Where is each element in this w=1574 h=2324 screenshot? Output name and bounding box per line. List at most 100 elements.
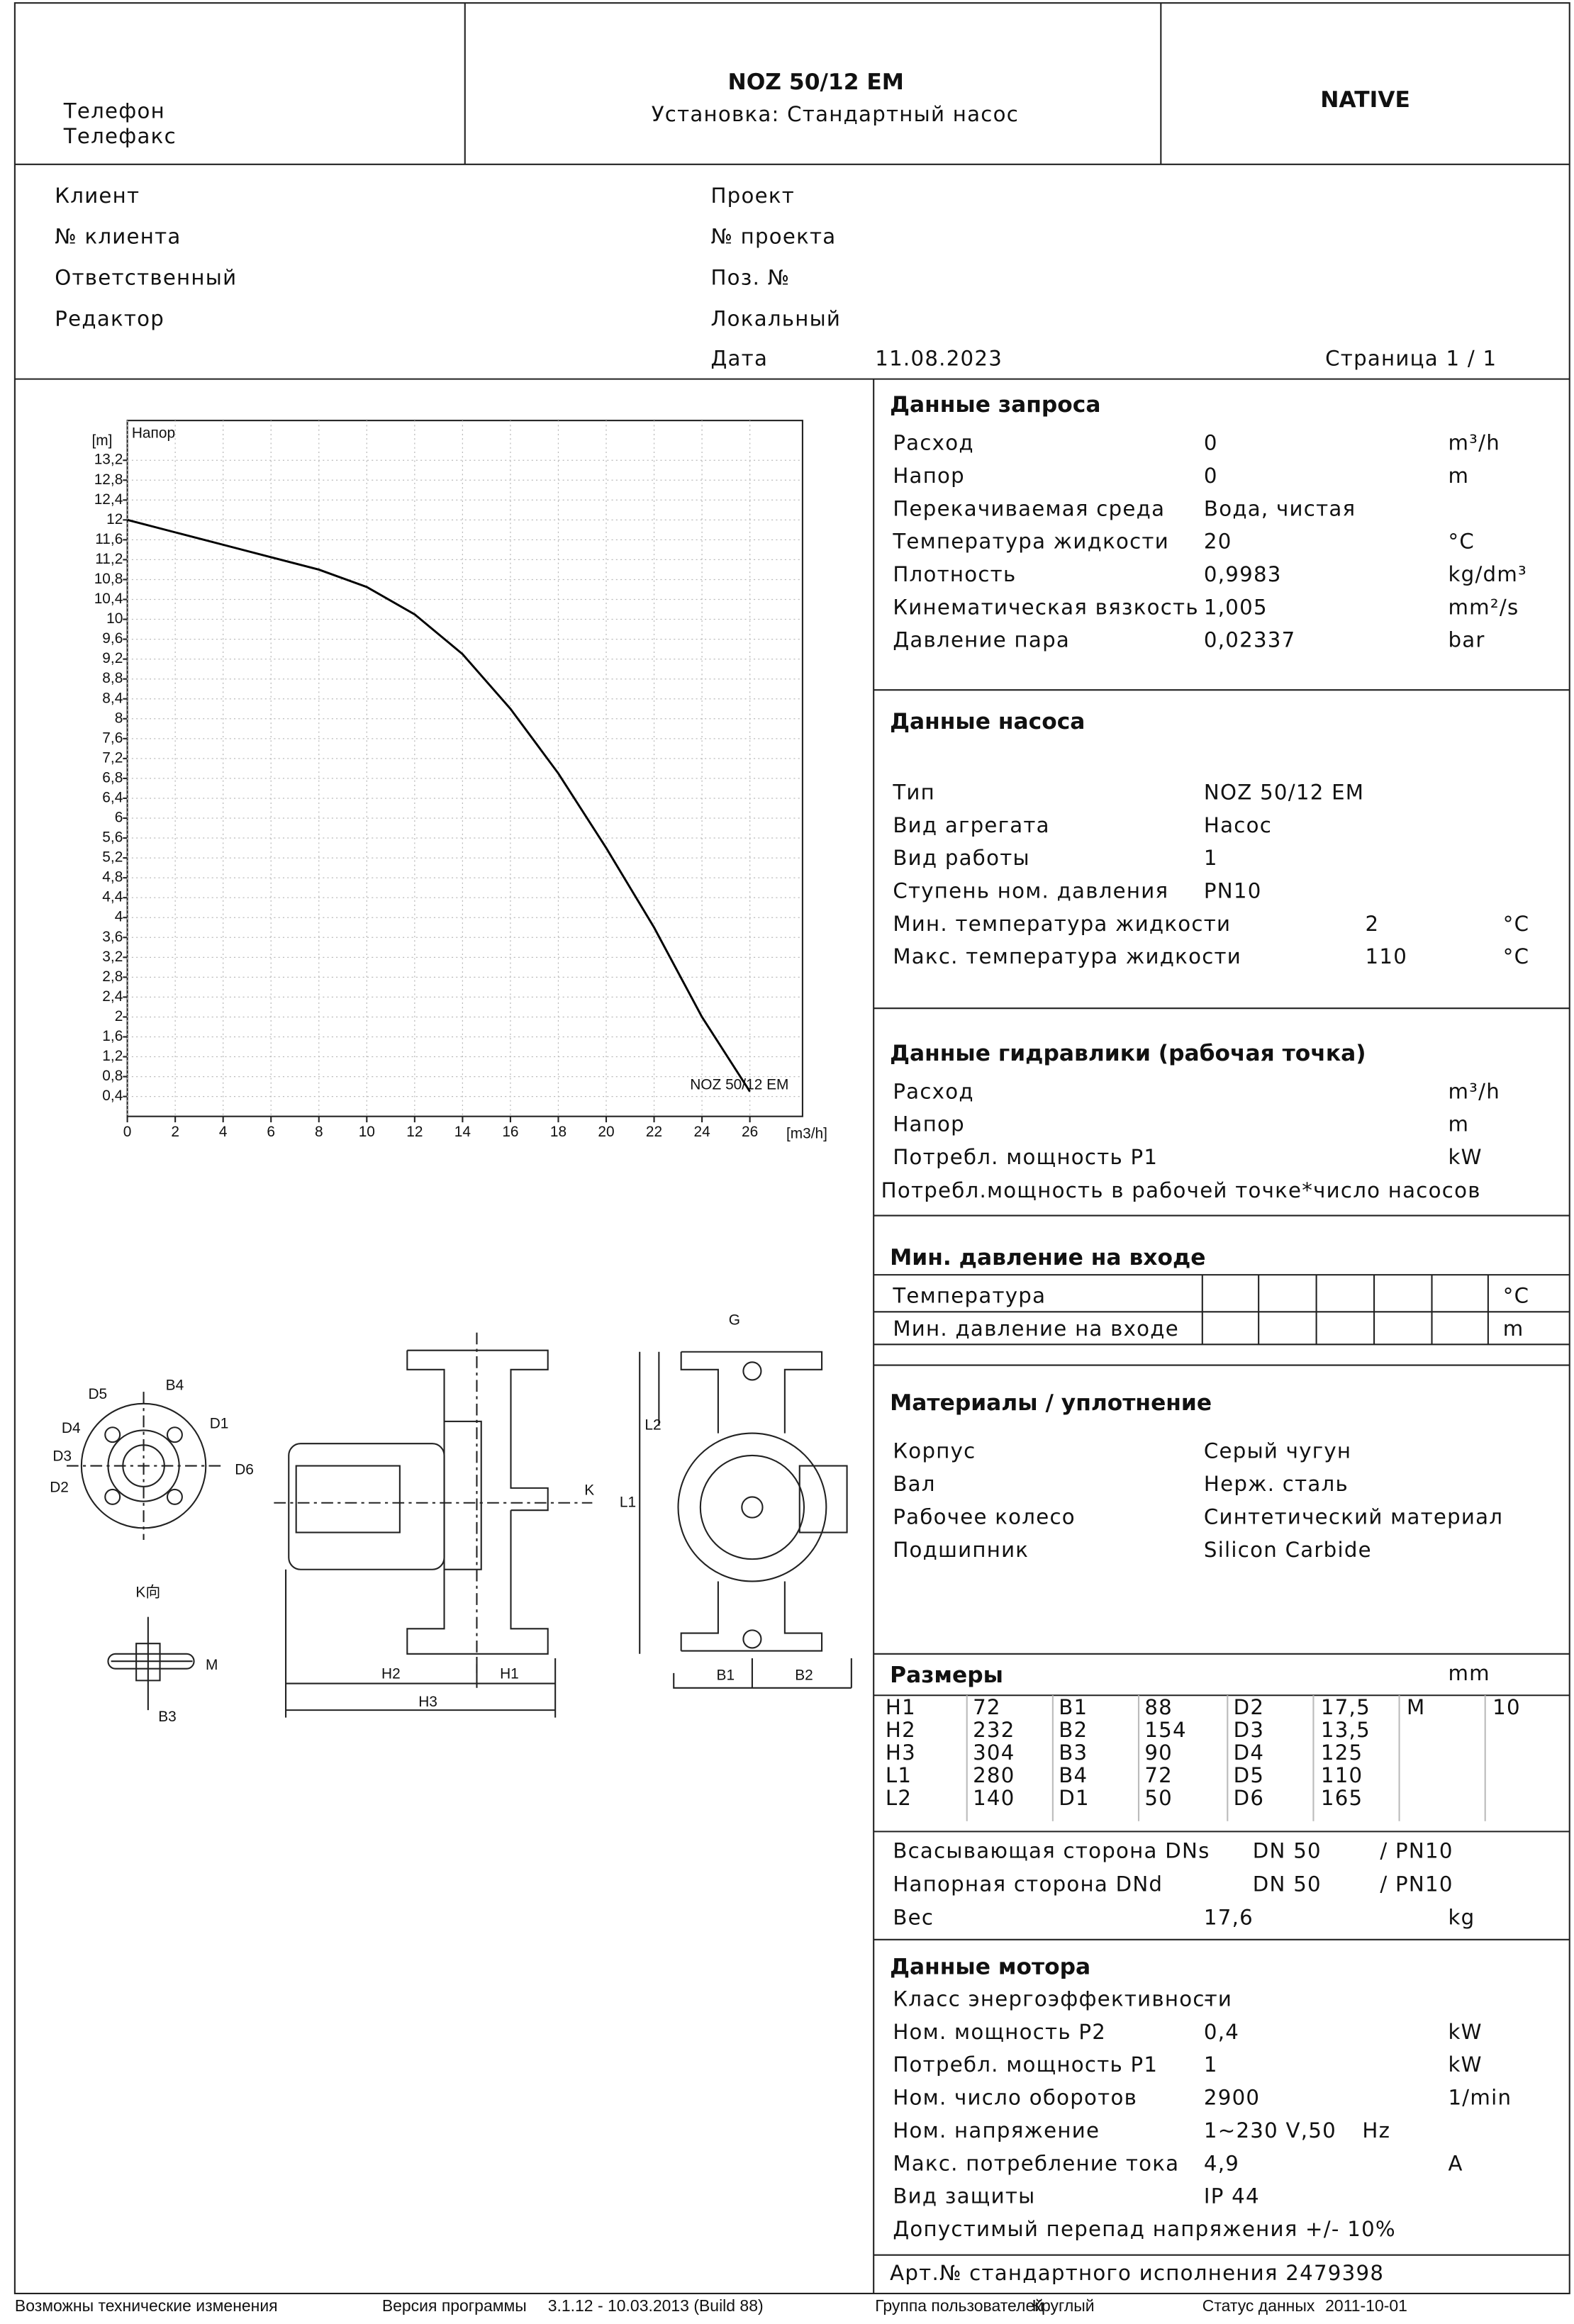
field-value: 0 [1204,464,1218,488]
field-label: Клиент [55,184,140,208]
field-value: m [1448,464,1469,488]
field-value: - [1204,1987,1212,2011]
field-value: °C [1503,944,1530,968]
motor-box [295,1465,401,1533]
field-value: bar [1448,628,1485,652]
field-value: 2 [1366,912,1380,936]
drawing-label: L1 [620,1494,636,1510]
y-tick-label: 12,4 [94,491,123,508]
note: Потребл.мощность в рабочей точке*число н… [881,1178,1481,1202]
fax-label: Телефакс [63,124,177,148]
drawing-label: D3 [52,1448,72,1465]
field-label: Вес [893,1906,934,1930]
x-tick-label: 2 [171,1124,179,1140]
dimension-cell: 88 [1144,1695,1173,1719]
terminal-box [798,1465,848,1533]
field-value: 0 [1204,431,1218,455]
y-tick-label: 13,2 [94,452,123,468]
motor [288,1443,445,1570]
y-tick-label: 6 [115,810,123,826]
y-tick-label: 7,6 [102,730,123,746]
field-value: 1 [1204,846,1218,870]
y-tick-label: 0,8 [102,1068,123,1084]
drawing-label: B1 [717,1667,735,1684]
section-title: Данные гидравлики (рабочая точка) [890,1041,1366,1066]
field-value: 0,02337 [1204,628,1296,652]
footer-text: Группа пользователей [875,2296,1044,2315]
field-value: kW [1448,2052,1482,2077]
drawing-label: D4 [62,1420,81,1436]
x-tick-label: 12 [406,1124,423,1140]
footer-text: Версия программы [382,2296,527,2315]
dimension-cell: 13,5 [1321,1718,1371,1742]
field-label: Напор [893,464,965,488]
y-tick-label: 8,4 [102,690,123,706]
field-value: 4,9 [1204,2151,1239,2175]
y-tick-label: 3,2 [102,949,123,965]
field-label: Вид агрегата [893,813,1050,837]
x-tick-label: 6 [267,1124,275,1140]
field-label: Потребл. мощность P1 [893,2052,1158,2077]
field-label: Макс. температура жидкости [893,944,1241,968]
y-tick-label: 6,8 [102,769,123,786]
dimension-cell: 125 [1321,1741,1363,1765]
technical-drawing [66,1332,852,1718]
logo: NATIVE [1320,87,1410,113]
impeller [699,1454,805,1560]
field-label: Потребл. мощность P1 [893,1145,1158,1169]
x-tick-label: 18 [550,1124,566,1140]
y-tick-label: 9,2 [102,650,123,666]
port [742,1629,762,1649]
footer-text: Возможны технические изменения [15,2296,278,2315]
field-label: Макс. потребление тока [893,2151,1179,2175]
port [742,1361,762,1381]
cross [111,1616,193,1711]
field-value: 0,9983 [1204,562,1282,586]
dimension-cell: H2 [886,1718,916,1742]
border [13,2,1570,2295]
field-value: 1/min [1448,2086,1512,2110]
field-value: 20 [1204,530,1232,554]
dimension-cell: B3 [1059,1741,1088,1765]
slot [107,1653,195,1670]
curve-quantity: Напор [132,425,175,441]
field-label: Вид защиты [893,2184,1035,2208]
field-label: Проект [710,184,795,208]
dimension-cell: B2 [1059,1718,1088,1742]
x-tick-label: 26 [742,1124,758,1140]
y-tick-label: 2,8 [102,968,123,985]
drawing-label: H1 [500,1666,519,1682]
field-label: № клиента [55,225,181,249]
field-label: Перекачиваемая среда [893,496,1165,520]
section-title: Мин. давление на входе [890,1245,1205,1270]
unit: mm [1448,1661,1490,1685]
field-label: Подшипник [893,1538,1029,1562]
x-tick-label: 20 [598,1124,614,1140]
dimension-cell: 280 [973,1763,1015,1787]
y-tick-label: 3,6 [102,929,123,945]
field-label: Локальный [710,306,841,330]
x-tick-label: 10 [359,1124,375,1140]
y-tick-label: 11,6 [95,531,123,547]
field-value: kW [1448,2020,1482,2044]
y-tick-label: 4 [115,909,123,925]
footer-text: Статус данных [1202,2296,1315,2315]
field-value: A [1448,2151,1463,2175]
drawing-label: D5 [88,1386,107,1402]
y-tick-label: 7,2 [102,749,123,766]
dimension-cell: L1 [886,1763,912,1787]
y-tick-label: 10,4 [94,591,123,607]
field-label: Ступень ном. давления [893,878,1168,903]
adapter [443,1420,482,1570]
drawing-label: B4 [166,1377,184,1393]
field-value: NOZ 50/12 EM [1204,780,1364,804]
curve-label: NOZ 50/12 EM [690,1076,788,1093]
dimension-cell: H3 [886,1741,916,1765]
y-tick-label: 0,4 [102,1088,123,1104]
field-value: 1 [1204,2052,1218,2077]
field-value: m³/h [1448,431,1500,455]
page-number: Страница 1 / 1 [1325,346,1497,370]
section-title: Данные запроса [890,392,1100,418]
dimension-cell: D4 [1234,1741,1265,1765]
